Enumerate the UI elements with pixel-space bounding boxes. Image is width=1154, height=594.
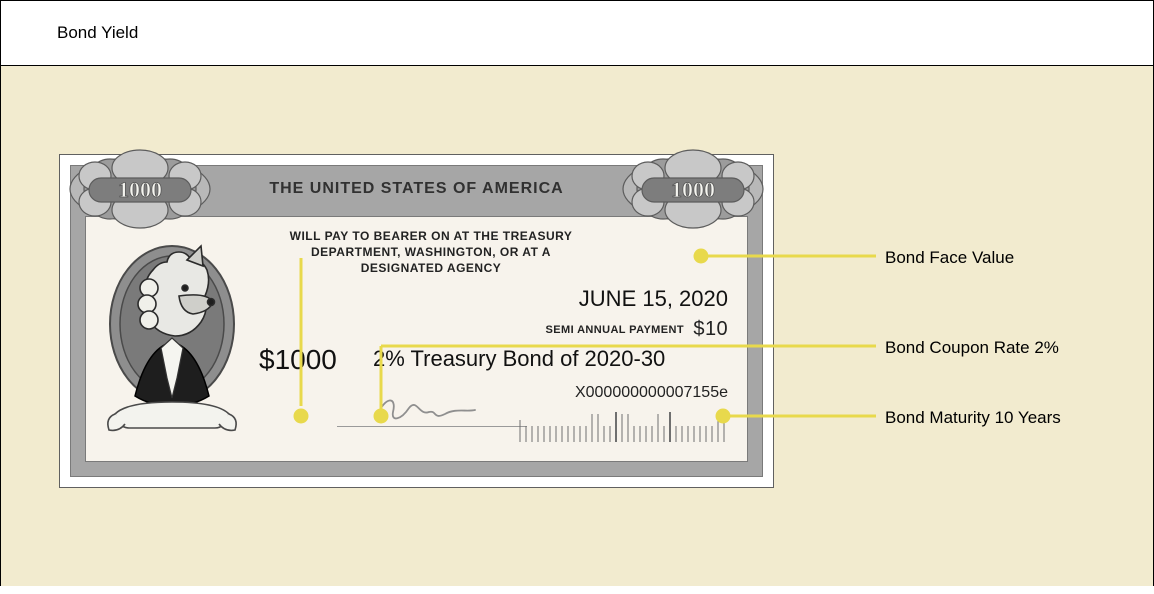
callout-face-value: Bond Face Value bbox=[885, 248, 1014, 268]
bond-serial: X000000000007155e bbox=[575, 384, 728, 402]
rosette-right: 1000 bbox=[618, 146, 768, 232]
page-title: Bond Yield bbox=[57, 23, 138, 42]
signature bbox=[371, 390, 481, 431]
bond-name: 2% Treasury Bond of 2020-30 bbox=[373, 346, 665, 372]
payment-line: SEMI ANNUAL PAYMENT $10 bbox=[546, 318, 728, 341]
bond-date: JUNE 15, 2020 bbox=[579, 286, 728, 312]
page-header: Bond Yield bbox=[0, 0, 1154, 66]
portrait bbox=[97, 238, 247, 438]
diagram-canvas: THE UNITED STATES OF AMERICA bbox=[0, 66, 1154, 586]
payment-amount: $10 bbox=[693, 318, 728, 340]
bond-inner-frame: THE UNITED STATES OF AMERICA bbox=[70, 165, 763, 477]
rosette-left: 1000 bbox=[65, 146, 215, 232]
bearer-text: WILL PAY TO BEARER ON AT THE TREASURY DE… bbox=[271, 228, 591, 277]
rosette-value-right: 1000 bbox=[671, 177, 715, 202]
payment-label: SEMI ANNUAL PAYMENT bbox=[546, 324, 684, 336]
signature-line bbox=[337, 426, 527, 427]
bond-certificate: THE UNITED STATES OF AMERICA bbox=[59, 154, 774, 488]
callout-coupon-rate: Bond Coupon Rate 2% bbox=[885, 338, 1059, 358]
callout-maturity: Bond Maturity 10 Years bbox=[885, 408, 1061, 428]
face-value: $1000 bbox=[259, 344, 337, 376]
rosette-value-left: 1000 bbox=[118, 177, 162, 202]
barcode bbox=[518, 410, 728, 447]
